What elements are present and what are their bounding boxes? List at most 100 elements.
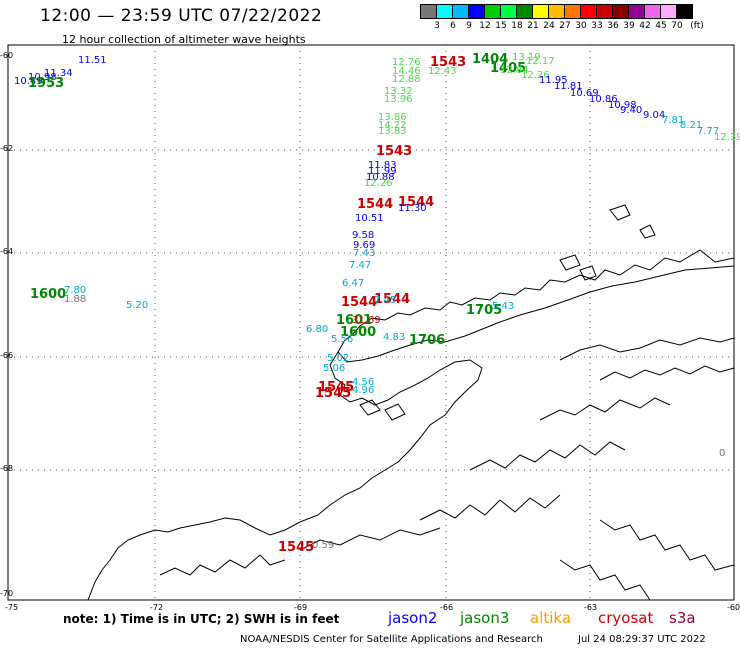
wave-height-value: 7.77 (697, 126, 720, 137)
wave-height-value: 10.51 (355, 213, 384, 224)
observation-time-label: 1705 (466, 303, 503, 318)
wave-height-value: 14.22 (378, 120, 407, 131)
wave-height-value: 7.45 (374, 295, 397, 306)
wave-height-value: 12.84 (500, 65, 529, 76)
satellite-legend-item: jason2 (388, 609, 438, 627)
scale-label: 42 (639, 21, 651, 31)
color-scale-labels: 3 6 9 12 15 18 21 24 27 30 33 36 39 42 45 70 (ft) (420, 21, 740, 33)
scale-swatch (516, 4, 533, 19)
scale-label: 33 (591, 21, 603, 31)
scale-label: 6 (450, 21, 456, 31)
scale-swatch (676, 4, 693, 19)
scale-label: 70 (671, 21, 683, 31)
scale-swatch (564, 4, 581, 19)
wave-height-value: 9.04 (643, 110, 666, 121)
wave-height-value: 7.80 (64, 285, 87, 296)
wave-height-value: 11.30 (398, 203, 427, 214)
scale-label: 15 (495, 21, 507, 31)
wave-height-value: 9.69 (353, 240, 376, 251)
longitude-label: -69 (294, 603, 308, 612)
observation-time-label: 1601 (336, 313, 373, 328)
wave-height-value: 4.83 (383, 332, 406, 343)
wave-height-value: 12.17 (526, 56, 555, 67)
wave-height-value: 12.39 (714, 132, 740, 143)
scale-label: 27 (559, 21, 571, 31)
scale-label: 45 (655, 21, 667, 31)
scale-swatch (548, 4, 565, 19)
longitude-label: -66 (440, 603, 454, 612)
observation-time-label: 1600 (30, 287, 67, 302)
map-frame (7, 44, 735, 601)
observation-time-label: 1543 (376, 144, 413, 159)
latitude-label: -62 (0, 144, 14, 153)
observation-time-label: 1543 (430, 55, 467, 70)
wave-height-value: 9.40 (620, 105, 643, 116)
scale-swatch (612, 4, 629, 19)
longitude-label: -63 (584, 603, 598, 612)
observation-time-label: 1706 (409, 333, 446, 348)
wave-height-value: 12.76 (392, 57, 421, 68)
wave-height-color-scale (420, 4, 693, 19)
wave-height-value: 10.86 (589, 94, 618, 105)
wave-height-value: 10.88 (366, 172, 395, 183)
graticule (8, 45, 734, 600)
scale-swatch (420, 4, 437, 19)
latitude-label: -64 (0, 247, 14, 256)
scale-swatch (500, 4, 517, 19)
wave-height-value: 12.26 (364, 178, 393, 189)
latitude-label: -70 (0, 589, 14, 598)
wave-height-value: 10.69 (570, 88, 599, 99)
wave-height-value: 4.56 (352, 377, 375, 388)
wave-height-value: 11.81 (554, 81, 583, 92)
wave-height-value: 5.56 (331, 334, 354, 345)
wave-height-value: 10.98 (28, 72, 57, 83)
wave-height-value: 14.46 (392, 66, 421, 77)
observation-time-label: 1953 (28, 76, 65, 91)
wave-height-value: 7.47 (349, 260, 372, 271)
scale-swatch (532, 4, 549, 19)
coastline (87, 204, 735, 601)
scale-label: 39 (623, 21, 635, 31)
wave-height-value: 9.58 (352, 230, 375, 241)
wave-height-value: 4.96 (352, 385, 375, 396)
wave-height-value: 7.43 (353, 248, 376, 259)
wave-height-value: 7.81 (662, 115, 685, 126)
scale-swatch (644, 4, 661, 19)
observation-time-label: 1544 (341, 295, 378, 310)
wave-height-value: 5.20 (126, 300, 149, 311)
scale-swatch (468, 4, 485, 19)
map-title: 12:00 — 23:59 UTC 07/22/2022 (40, 6, 323, 26)
wave-height-value: 12.88 (392, 74, 421, 85)
scale-label: 9 (466, 21, 472, 31)
longitude-label: -72 (150, 603, 164, 612)
longitude-label: -60 (727, 603, 740, 612)
wave-height-value: 5.06 (323, 363, 346, 374)
wave-height-value: 12.26 (521, 70, 550, 81)
observation-time-label: 1544 (398, 195, 435, 210)
wave-height-value: 5.43 (492, 301, 515, 312)
wave-height-value: 13.19 (512, 52, 541, 63)
scale-label: 30 (575, 21, 587, 31)
scale-swatch (628, 4, 645, 19)
scale-label: 36 (607, 21, 619, 31)
scale-swatch (660, 4, 677, 19)
map-subtitle: 12 hour collection of altimeter wave hei… (62, 33, 306, 46)
wave-height-value: 11.34 (44, 68, 73, 79)
observation-time-label: 1544 (357, 197, 394, 212)
scale-swatch (596, 4, 613, 19)
satellite-legend-item: altika (530, 609, 572, 627)
wave-height-value: 11.99 (368, 166, 397, 177)
wave-height-value: 10.49 (14, 76, 43, 87)
wave-height-value: 6.80 (306, 324, 329, 335)
wave-height-value: 13.83 (378, 126, 407, 137)
wave-height-value: 10.98 (608, 100, 637, 111)
latitude-label: -68 (0, 464, 14, 473)
wave-height-value: 31.69 (352, 315, 381, 326)
scale-swatch (484, 4, 501, 19)
wave-height-value: 11.95 (539, 75, 568, 86)
latitude-label: -60 (0, 51, 14, 60)
scale-label: 24 (543, 21, 555, 31)
scale-label: 18 (511, 21, 523, 31)
observation-time-label: 1545 (315, 386, 352, 401)
